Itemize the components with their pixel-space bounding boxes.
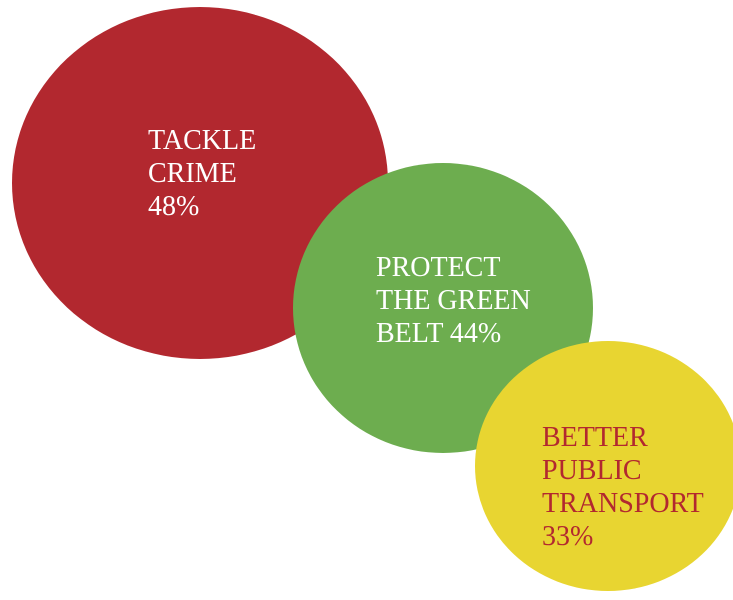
bubble-label-line: THE GREEN	[376, 285, 531, 316]
bubble-label-line: BELT 44%	[376, 318, 501, 349]
bubble-label-line: CRIME	[148, 158, 237, 189]
bubble-label-line: PUBLIC	[542, 455, 642, 486]
bubble-label-line: 33%	[542, 521, 593, 552]
bubble-label-line: TRANSPORT	[542, 488, 704, 519]
bubble-label-line: PROTECT	[376, 252, 500, 283]
bubble-label-line: 48%	[148, 191, 199, 222]
bubble-label-line: BETTER	[542, 422, 648, 453]
bubble-0	[12, 7, 388, 359]
bubble-label-2: BETTER PUBLIC TRANSPORT 33%	[542, 422, 704, 552]
bubble-label-1: PROTECT THE GREEN BELT 44%	[376, 252, 531, 349]
bubble-2	[475, 341, 733, 591]
bubble-label-0: TACKLE CRIME 48%	[148, 125, 256, 222]
bubble-label-line: TACKLE	[148, 125, 256, 156]
